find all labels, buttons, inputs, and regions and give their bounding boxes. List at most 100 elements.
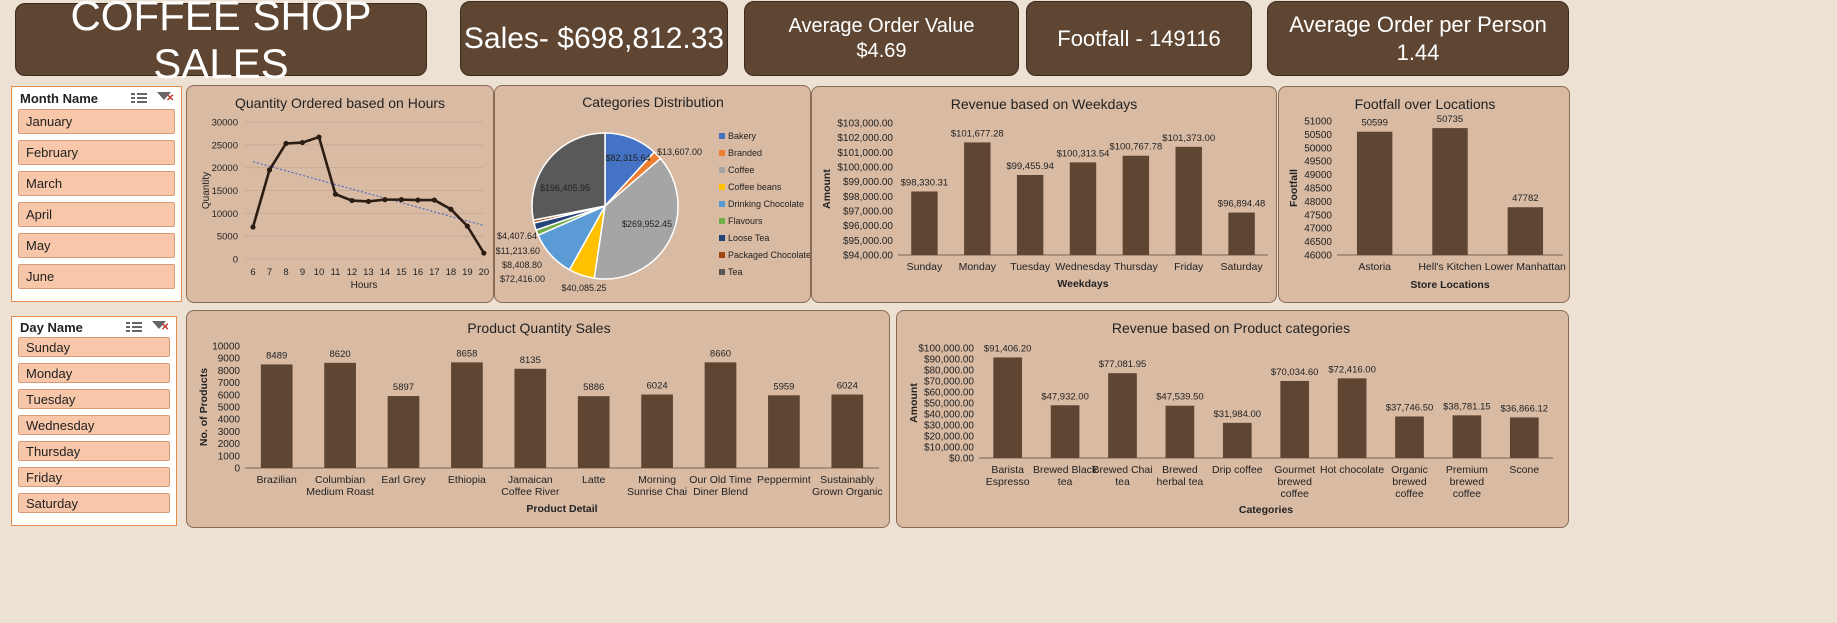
slicer-item-may[interactable]: May xyxy=(18,233,175,258)
multi-select-icon[interactable] xyxy=(131,91,147,105)
slicer-item-january[interactable]: January xyxy=(18,109,175,134)
bar[interactable] xyxy=(1452,415,1482,458)
bar[interactable] xyxy=(1165,405,1195,458)
data-point[interactable] xyxy=(382,197,388,203)
data-point[interactable] xyxy=(365,198,372,205)
bar[interactable] xyxy=(1108,373,1137,458)
bar[interactable] xyxy=(1337,378,1367,458)
bar[interactable] xyxy=(324,362,356,468)
bar[interactable] xyxy=(514,368,547,468)
x-axis-title: Categories xyxy=(1239,504,1293,516)
x-tick-label: Premium xyxy=(1446,464,1488,476)
y-tick-label: $100,000.00 xyxy=(918,344,974,355)
slicer-item-wednesday[interactable]: Wednesday xyxy=(18,415,170,435)
data-point[interactable] xyxy=(464,223,470,229)
y-tick-label: 30000 xyxy=(212,118,238,129)
bar[interactable] xyxy=(1222,422,1252,458)
clear-filter-icon[interactable] xyxy=(152,320,169,334)
x-tick-label: brewed xyxy=(1277,476,1312,488)
x-tick-label: Sunday xyxy=(907,261,943,273)
y-tick-label: 51000 xyxy=(1304,117,1332,128)
bar[interactable] xyxy=(1050,405,1080,458)
bar[interactable] xyxy=(1016,174,1044,255)
y-tick-label: 8000 xyxy=(218,366,241,377)
bar[interactable] xyxy=(387,396,420,468)
y-axis-title: Footfall xyxy=(1288,169,1300,207)
month-slicer-header: Month Name xyxy=(12,87,181,109)
data-point[interactable] xyxy=(349,197,355,204)
slicer-item-monday[interactable]: Monday xyxy=(18,363,170,383)
data-point[interactable] xyxy=(481,250,487,256)
bar[interactable] xyxy=(911,191,938,255)
multi-select-icon[interactable] xyxy=(126,320,142,334)
data-label: $101,373.00 xyxy=(1162,133,1215,144)
data-point[interactable] xyxy=(250,224,256,230)
legend-entry: Tea xyxy=(728,267,743,277)
data-point[interactable] xyxy=(398,197,405,203)
bar[interactable] xyxy=(964,142,991,255)
slicer-item-april[interactable]: April xyxy=(18,202,175,227)
bar[interactable] xyxy=(1509,417,1539,458)
bar[interactable] xyxy=(451,362,483,468)
pie-slice[interactable] xyxy=(531,132,606,222)
data-label: $72,416.00 xyxy=(1328,364,1376,375)
y-tick-label: $103,000.00 xyxy=(837,119,893,130)
legend-entry: Flavours xyxy=(728,216,763,226)
y-tick-label: 10000 xyxy=(212,209,238,220)
y-tick-label: 47500 xyxy=(1304,210,1332,221)
x-tick-label: Barista xyxy=(991,464,1024,476)
y-tick-label: $10,000.00 xyxy=(924,443,974,454)
x-tick-label: Organic xyxy=(1391,464,1428,476)
x-tick-label: Saturday xyxy=(1221,261,1264,273)
bar[interactable] xyxy=(641,394,673,468)
data-point[interactable] xyxy=(266,167,273,173)
bar[interactable] xyxy=(1356,131,1393,255)
slicer-item-june[interactable]: June xyxy=(18,264,175,289)
aov-kpi-card: Average Order Value $4.69 xyxy=(744,1,1019,76)
slicer-item-march[interactable]: March xyxy=(18,171,175,196)
bar[interactable] xyxy=(1228,212,1255,255)
y-tick-label: 0 xyxy=(234,464,240,475)
slicer-item-saturday[interactable]: Saturday xyxy=(18,493,170,513)
slicer-item-february[interactable]: February xyxy=(18,140,175,165)
slicer-item-friday[interactable]: Friday xyxy=(18,467,170,487)
bar[interactable] xyxy=(577,396,610,468)
legend-entry: Branded xyxy=(728,148,762,158)
slicer-item-sunday[interactable]: Sunday xyxy=(18,337,170,357)
y-tick-label: 3000 xyxy=(218,427,241,438)
data-point[interactable] xyxy=(299,139,306,146)
chart-title: Categories Distribution xyxy=(582,94,724,110)
clear-filter-icon[interactable] xyxy=(157,91,174,105)
x-tick-label: tea xyxy=(1058,476,1073,488)
bar[interactable] xyxy=(993,357,1023,458)
bar[interactable] xyxy=(1280,380,1310,458)
pie-slice[interactable] xyxy=(593,157,679,280)
bar[interactable] xyxy=(831,394,864,468)
prodcat-chart-panel: Revenue based on Product categories $0.00… xyxy=(896,310,1569,528)
slicer-item-tuesday[interactable]: Tuesday xyxy=(18,389,170,409)
series-line[interactable] xyxy=(251,135,485,254)
slicer-item-thursday[interactable]: Thursday xyxy=(18,441,170,461)
data-point[interactable] xyxy=(332,191,339,197)
bar[interactable] xyxy=(704,362,737,468)
data-point[interactable] xyxy=(448,206,454,212)
data-label: 8135 xyxy=(520,355,541,366)
bar[interactable] xyxy=(1432,128,1468,255)
bar[interactable] xyxy=(1122,155,1150,255)
bar[interactable] xyxy=(1507,207,1544,255)
x-tick-label: Sustainably xyxy=(820,474,875,486)
y-tick-label: 20000 xyxy=(212,163,238,174)
data-point[interactable] xyxy=(431,197,437,203)
data-point[interactable] xyxy=(283,140,289,147)
data-label: $99,455.94 xyxy=(1006,161,1054,172)
data-point[interactable] xyxy=(415,197,421,203)
bar[interactable] xyxy=(1069,162,1097,255)
data-point[interactable] xyxy=(316,134,322,140)
bar[interactable] xyxy=(260,364,293,468)
y-tick-label: $90,000.00 xyxy=(924,355,974,366)
bar[interactable] xyxy=(1395,416,1424,458)
bar[interactable] xyxy=(768,395,800,468)
bar[interactable] xyxy=(1175,146,1202,255)
products-chart-panel: Product Quantity Sales 0 1000 2000 3000 4000 5… xyxy=(186,310,890,528)
legend-entry: Coffee beans xyxy=(728,182,782,192)
